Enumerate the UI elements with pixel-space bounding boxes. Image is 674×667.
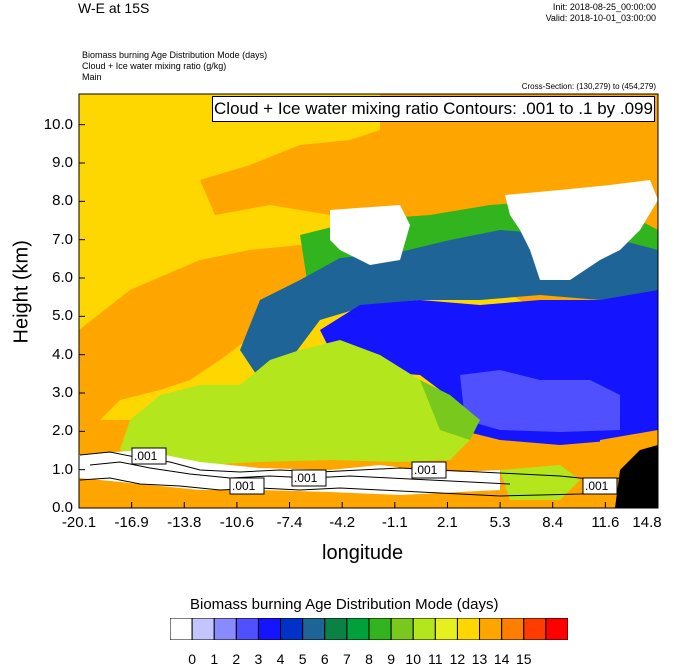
colorbar-swatch [545,618,568,640]
colorbar-swatch [479,618,503,640]
colorbar-swatch [324,618,348,640]
colorbar-label: 12 [449,651,466,667]
plot-title: W-E at 15S [78,0,150,16]
x-tick-label: 5.3 [489,514,511,531]
field-main: Main [82,72,102,82]
colorbar-swatch [191,618,215,640]
y-tick-label: 8.0 [52,192,73,210]
colorbar-swatch [346,618,370,640]
axis-ticks [78,124,659,509]
colorbar-swatch [302,618,326,640]
y-tick-label: 10.0 [43,115,73,133]
y-tick-label: 1.0 [52,460,73,478]
contour-label-1: .001 [134,449,158,463]
colorbar-label: 3 [254,651,263,667]
x-tick-label: -7.4 [276,514,303,531]
contour-label-5: .001 [585,479,609,493]
y-axis-label: Height (km) [10,240,33,344]
colorbar-swatch [434,618,458,640]
colorbar-swatch [213,618,237,640]
colorbar-label: 13 [471,651,488,667]
colorbar-label: 6 [320,651,329,667]
colorbar-swatch [368,618,392,640]
y-tick-label: 5.0 [52,307,73,325]
colorbar-label: 7 [342,651,351,667]
contour-info-box: Cloud + Ice water mixing ratio Contours:… [212,96,655,122]
cross-section-label: Cross-Section: (130,279) to (454,279) [521,82,656,91]
contour-label-4: .001 [414,463,438,477]
colorbar-swatch [412,618,436,640]
contour-label-boxes [131,447,618,495]
contour-label-2: .001 [232,479,256,493]
colorbar-label: 4 [276,651,285,667]
colorbar-label: 11 [428,651,443,667]
y-tick-label: 9.0 [52,154,73,171]
colorbar-swatch [235,618,259,640]
colorbar-label: 5 [298,651,307,667]
field-descriptions: Biomass burning Age Distribution Mode (d… [82,50,267,83]
y-tick-label: 4.0 [52,345,73,363]
x-tick-label: -10.6 [219,514,254,531]
colorbar-swatch [501,618,525,640]
x-tick-label: 8.4 [542,514,564,531]
colorbar-swatch [390,618,414,640]
y-tick-label: 6.0 [52,269,73,286]
x-tick-label: -4.2 [329,514,356,531]
colorbar-swatch [523,618,547,640]
colorbar-swatch [280,618,304,640]
colorbar-swatch [170,618,193,640]
x-tick-label: -13.8 [167,514,202,531]
y-tick-label: 3.0 [52,384,73,401]
colorbar-label: 14 [493,651,510,667]
colorbar [170,618,568,640]
y-tick-label: 7.0 [52,230,73,248]
field-cloud-ice: Cloud + Ice water mixing ratio (g/kg) [82,61,227,71]
valid-time: Valid: 2018-10-01_03:00:00 [545,13,656,23]
colorbar-label: 8 [365,651,373,667]
colorbar-label: 0 [188,651,196,667]
colorbar-label: 9 [387,651,395,667]
shaded-field [79,94,658,508]
x-tick-label: 14.8 [632,514,662,531]
init-valid-times: Init: 2018-08-25_00:00:00 Valid: 2018-10… [546,2,656,24]
field-age-mode: Biomass burning Age Distribution Mode (d… [82,50,268,60]
x-tick-label: 2.1 [437,514,458,531]
init-time: Init: 2018-08-25_00:00:00 [552,2,656,12]
colorbar-label: 15 [515,651,532,667]
colorbar-label: 1 [210,651,219,667]
y-tick-label: 0.0 [52,499,73,516]
x-tick-label: -16.9 [114,514,149,531]
x-tick-label: -20.1 [61,514,97,531]
colorbar-title: Biomass burning Age Distribution Mode (d… [190,596,499,613]
colorbar-swatch [456,618,481,640]
contour-label-3: .001 [294,471,318,485]
colorbar-label: 10 [405,651,421,667]
x-axis-label: longitude [322,542,404,564]
plot-frame [78,93,659,509]
x-tick-label: 11.6 [591,514,620,531]
colorbar-label: 2 [232,651,241,667]
y-tick-label: 2.0 [52,422,73,440]
x-tick-label: -1.1 [381,514,408,531]
colorbar-swatch [257,618,282,640]
